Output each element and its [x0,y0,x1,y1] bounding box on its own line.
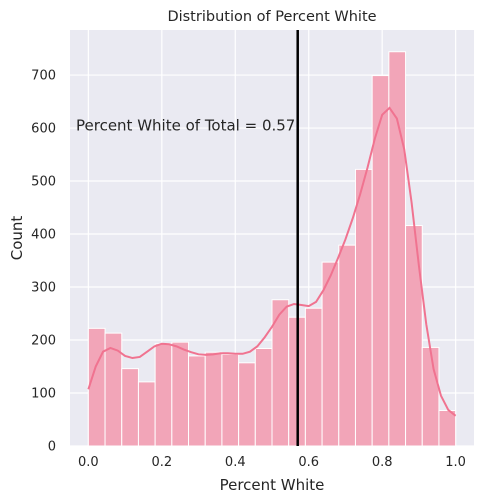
histogram-bar [254,347,273,447]
histogram-bar [221,353,240,447]
histogram-bar [171,341,190,447]
histogram-bar [154,343,173,447]
histogram-bar [371,75,390,447]
histogram-bar [188,355,206,447]
kde-curve [87,106,457,417]
histogram-bar [438,409,457,447]
y-tick-label: 200 [31,334,56,349]
chart-annotation: Percent White of Total = 0.57 [76,116,295,134]
x-tick-label: 0.0 [78,455,99,470]
y-tick-label: 100 [31,387,56,402]
y-tick-label: 400 [31,228,56,243]
histogram-bar [137,381,156,447]
histogram-bar [405,225,423,447]
y-tick-label: 600 [31,122,56,137]
histogram-bar [304,307,323,447]
histogram-bar [354,168,373,447]
y-tick-label: 300 [31,281,56,296]
x-tick-label: 1.0 [445,455,466,470]
x-tick-label: 0.6 [298,455,319,470]
chart-title: Distribution of Percent White [167,9,376,25]
histogram-bar [421,346,440,447]
x-tick-label: 0.8 [372,455,393,470]
y-tick-labels: 0 100 200 300 400 500 600 700 [31,69,56,455]
histogram-bars [87,51,457,447]
histogram-bar [204,351,223,447]
histogram-bar [338,244,356,447]
x-tick-label: 0.4 [225,455,246,470]
histogram-bar [121,368,139,447]
y-axis-label: Count [8,216,26,261]
histogram-bar [238,362,256,447]
y-tick-label: 500 [31,175,56,190]
histogram-bar [87,327,106,447]
y-tick-label: 700 [31,69,56,84]
y-tick-label: 0 [48,440,56,455]
x-tick-label: 0.2 [151,455,172,470]
x-tick-labels: 0.0 0.2 0.4 0.6 0.8 1.0 [78,455,466,470]
x-axis-label: Percent White [220,476,325,494]
